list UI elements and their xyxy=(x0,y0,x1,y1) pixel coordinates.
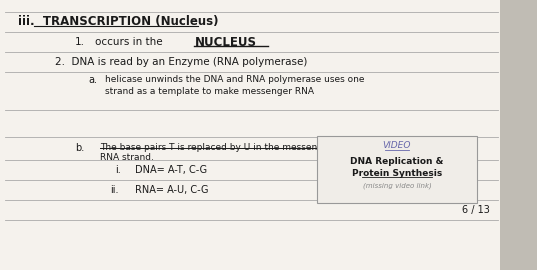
Text: ii.: ii. xyxy=(110,185,119,195)
Text: 1.: 1. xyxy=(75,37,85,47)
Text: Protein Synthesis: Protein Synthesis xyxy=(352,168,442,177)
Text: occurs in the: occurs in the xyxy=(95,37,163,47)
Text: 6 / 13: 6 / 13 xyxy=(462,205,490,215)
Text: RNA= A-U, C-G: RNA= A-U, C-G xyxy=(135,185,208,195)
Text: (missing video link): (missing video link) xyxy=(362,183,431,189)
Text: strand as a template to make messenger RNA: strand as a template to make messenger R… xyxy=(105,86,314,96)
Text: The base pairs T is replaced by U in the messenger: The base pairs T is replaced by U in the… xyxy=(100,143,332,153)
Text: iii.  TRANSCRIPTION (Nucleus): iii. TRANSCRIPTION (Nucleus) xyxy=(18,15,219,29)
FancyBboxPatch shape xyxy=(0,0,500,270)
Text: helicase unwinds the DNA and RNA polymerase uses one: helicase unwinds the DNA and RNA polymer… xyxy=(105,76,365,85)
Text: DNA Replication &: DNA Replication & xyxy=(350,157,444,166)
Text: DNA= A-T, C-G: DNA= A-T, C-G xyxy=(135,165,207,175)
Text: i.: i. xyxy=(115,165,121,175)
Text: 2.  DNA is read by an Enzyme (RNA polymerase): 2. DNA is read by an Enzyme (RNA polymer… xyxy=(55,57,307,67)
Text: b.: b. xyxy=(75,143,84,153)
Text: NUCLEUS: NUCLEUS xyxy=(195,35,257,49)
FancyBboxPatch shape xyxy=(317,136,477,203)
FancyBboxPatch shape xyxy=(500,0,537,270)
Text: VIDEO: VIDEO xyxy=(383,141,411,150)
Text: a.: a. xyxy=(88,75,97,85)
Text: RNA strand.: RNA strand. xyxy=(100,153,154,161)
